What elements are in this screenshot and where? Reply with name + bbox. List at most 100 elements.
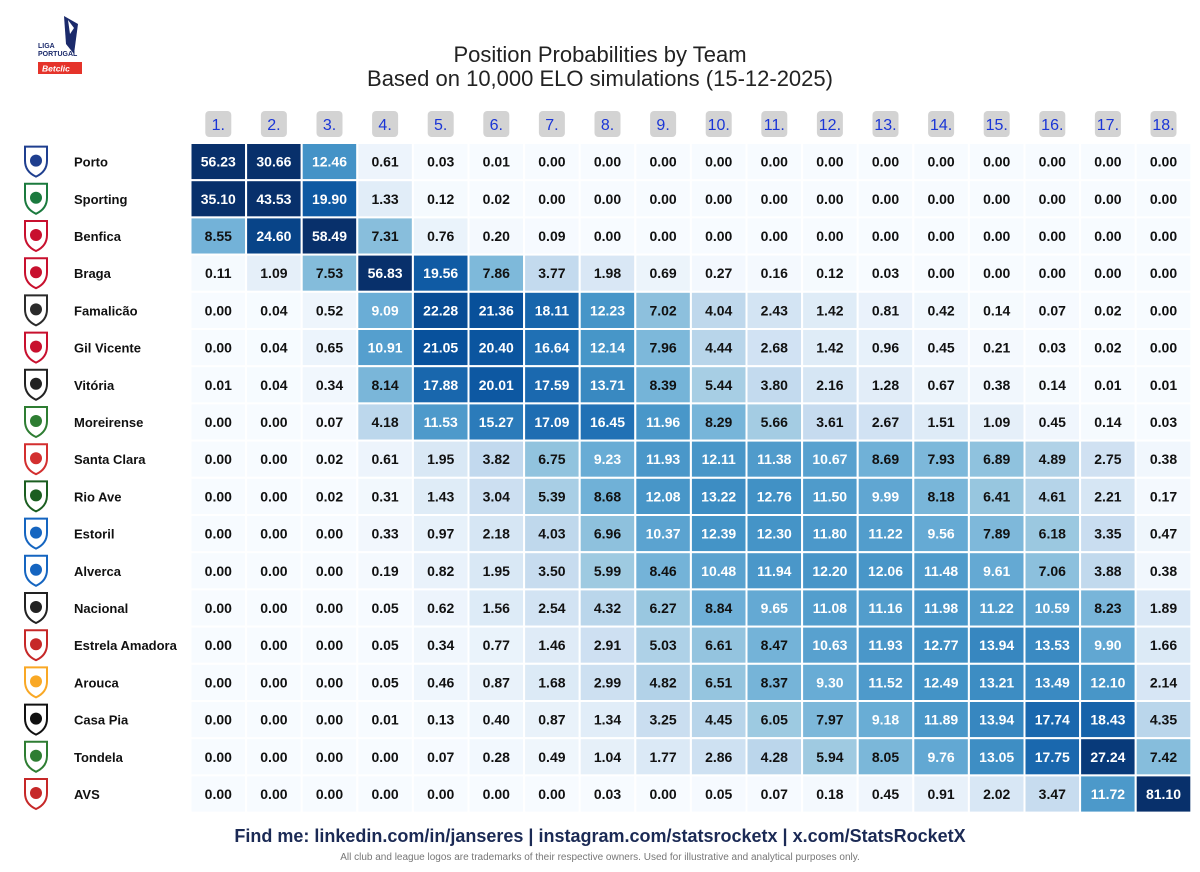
heatmap-cell-value: 10.91 bbox=[368, 340, 403, 356]
heatmap-cell bbox=[745, 179, 804, 219]
heatmap-cell-value: 0.00 bbox=[816, 154, 843, 170]
heatmap-cell-value: 0.00 bbox=[1150, 191, 1177, 207]
heatmap-cell bbox=[745, 253, 804, 293]
heatmap-cell-value: 0.03 bbox=[1039, 340, 1066, 356]
heatmap-cell-value: 4.32 bbox=[594, 600, 621, 616]
heatmap-cell-value: 10.37 bbox=[646, 526, 681, 542]
position-header-box bbox=[928, 111, 955, 137]
heatmap-cell-value: 0.00 bbox=[761, 228, 788, 244]
heatmap-cell-value: 9.90 bbox=[1094, 637, 1121, 653]
heatmap-cell-value: 3.61 bbox=[816, 414, 843, 430]
heatmap-cell-value: 7.97 bbox=[816, 712, 843, 728]
heatmap-cell-value: 3.50 bbox=[538, 563, 565, 579]
heatmap-cell-value: 0.31 bbox=[371, 488, 398, 504]
heatmap-cell bbox=[411, 290, 470, 330]
heatmap-cell-value: 0.00 bbox=[816, 228, 843, 244]
heatmap-cell-value: 35.10 bbox=[201, 191, 236, 207]
heatmap-cell-value: 0.00 bbox=[872, 191, 899, 207]
heatmap-cell-value: 13.05 bbox=[979, 749, 1014, 765]
team-crest-emblem bbox=[30, 191, 42, 204]
position-header-label: 13. bbox=[874, 117, 896, 134]
heatmap-cell-value: 0.00 bbox=[427, 786, 454, 802]
team-name-label: Rio Ave bbox=[74, 489, 121, 504]
heatmap-cell-value: 0.42 bbox=[927, 302, 954, 318]
heatmap-cell bbox=[1134, 625, 1193, 665]
team-crest-emblem bbox=[30, 675, 42, 688]
heatmap-cell-value: 1.89 bbox=[1150, 600, 1177, 616]
heatmap-cell bbox=[634, 476, 692, 516]
heatmap-cell bbox=[356, 737, 414, 777]
heatmap-cell-value: 0.00 bbox=[260, 414, 287, 430]
heatmap-cell-value: 8.69 bbox=[872, 451, 899, 467]
team-name-label: Estrela Amadora bbox=[74, 638, 178, 653]
heatmap-cell-value: 1.77 bbox=[649, 749, 676, 765]
heatmap-cell-value: 0.01 bbox=[1094, 377, 1121, 393]
heatmap-cell bbox=[912, 402, 970, 442]
heatmap-cell-value: 15.27 bbox=[479, 414, 514, 430]
team-name-label: Porto bbox=[74, 155, 108, 170]
heatmap-cell bbox=[523, 142, 581, 182]
heatmap-cell bbox=[1079, 216, 1137, 256]
position-header-box bbox=[594, 111, 621, 137]
position-header-box bbox=[538, 111, 565, 137]
team-crest-emblem bbox=[30, 489, 42, 502]
heatmap-cell bbox=[1134, 402, 1193, 442]
heatmap-cell bbox=[300, 328, 359, 368]
heatmap-cell-value: 0.11 bbox=[205, 265, 232, 281]
heatmap-cell bbox=[967, 253, 1026, 293]
heatmap-cell-value: 8.39 bbox=[649, 377, 676, 393]
heatmap-cell bbox=[912, 625, 970, 665]
heatmap-cell bbox=[300, 253, 359, 293]
team-name-label: Benfica bbox=[74, 229, 122, 244]
heatmap-cell-value: 0.49 bbox=[538, 749, 565, 765]
position-header-label: 7. bbox=[545, 117, 558, 134]
heatmap-cell-value: 9.18 bbox=[872, 712, 899, 728]
heatmap-cell bbox=[245, 774, 303, 814]
position-header-label: 15. bbox=[986, 117, 1008, 134]
heatmap-cell bbox=[1079, 551, 1137, 591]
heatmap-cell bbox=[245, 737, 303, 777]
heatmap-cell-value: 1.28 bbox=[872, 377, 899, 393]
heatmap-cell-value: 0.07 bbox=[316, 414, 343, 430]
heatmap-cell-value: 1.43 bbox=[427, 488, 454, 504]
heatmap-cell bbox=[245, 439, 303, 479]
heatmap-cell bbox=[689, 365, 748, 405]
heatmap-cell-value: 0.02 bbox=[316, 488, 343, 504]
heatmap-cell bbox=[801, 439, 859, 479]
heatmap-cell-value: 0.00 bbox=[205, 674, 232, 690]
heatmap-cell-value: 0.27 bbox=[705, 265, 732, 281]
heatmap-cell bbox=[245, 142, 303, 182]
position-header-box bbox=[1094, 111, 1121, 137]
team-name-label: Moreirense bbox=[74, 415, 143, 430]
heatmap-cell bbox=[745, 700, 804, 740]
heatmap-cell-value: 0.76 bbox=[427, 228, 454, 244]
heatmap-cell-value: 4.03 bbox=[538, 526, 565, 542]
position-header-label: 18. bbox=[1152, 117, 1174, 134]
heatmap-cell bbox=[578, 476, 637, 516]
heatmap-cell-value: 0.00 bbox=[260, 786, 287, 802]
heatmap-cell bbox=[467, 588, 526, 628]
heatmap-cell bbox=[801, 625, 859, 665]
heatmap-cell bbox=[189, 662, 248, 702]
heatmap-cell-value: 6.05 bbox=[761, 712, 788, 728]
heatmap-cell bbox=[356, 514, 414, 554]
heatmap-cell-value: 27.24 bbox=[1090, 749, 1125, 765]
heatmap-cell-value: 3.77 bbox=[538, 265, 565, 281]
heatmap-cell-value: 0.00 bbox=[260, 749, 287, 765]
heatmap-cell-value: 0.00 bbox=[927, 154, 954, 170]
heatmap-cell bbox=[189, 216, 248, 256]
heatmap-cell bbox=[634, 700, 692, 740]
heatmap-cell-value: 4.35 bbox=[1150, 712, 1177, 728]
heatmap-cell bbox=[411, 476, 470, 516]
heatmap-cell-value: 13.94 bbox=[979, 712, 1014, 728]
heatmap-cell-value: 0.00 bbox=[205, 302, 232, 318]
heatmap-cell-value: 0.00 bbox=[649, 154, 676, 170]
heatmap-cell bbox=[523, 290, 581, 330]
heatmap-cell-value: 0.00 bbox=[316, 749, 343, 765]
heatmap-cell-value: 20.40 bbox=[479, 340, 514, 356]
heatmap-cell-value: 0.96 bbox=[872, 340, 899, 356]
heatmap-cell bbox=[523, 216, 581, 256]
heatmap-cell-value: 3.04 bbox=[483, 488, 510, 504]
heatmap-cell-value: 11.22 bbox=[868, 526, 902, 542]
heatmap-cell-value: 0.00 bbox=[205, 600, 232, 616]
